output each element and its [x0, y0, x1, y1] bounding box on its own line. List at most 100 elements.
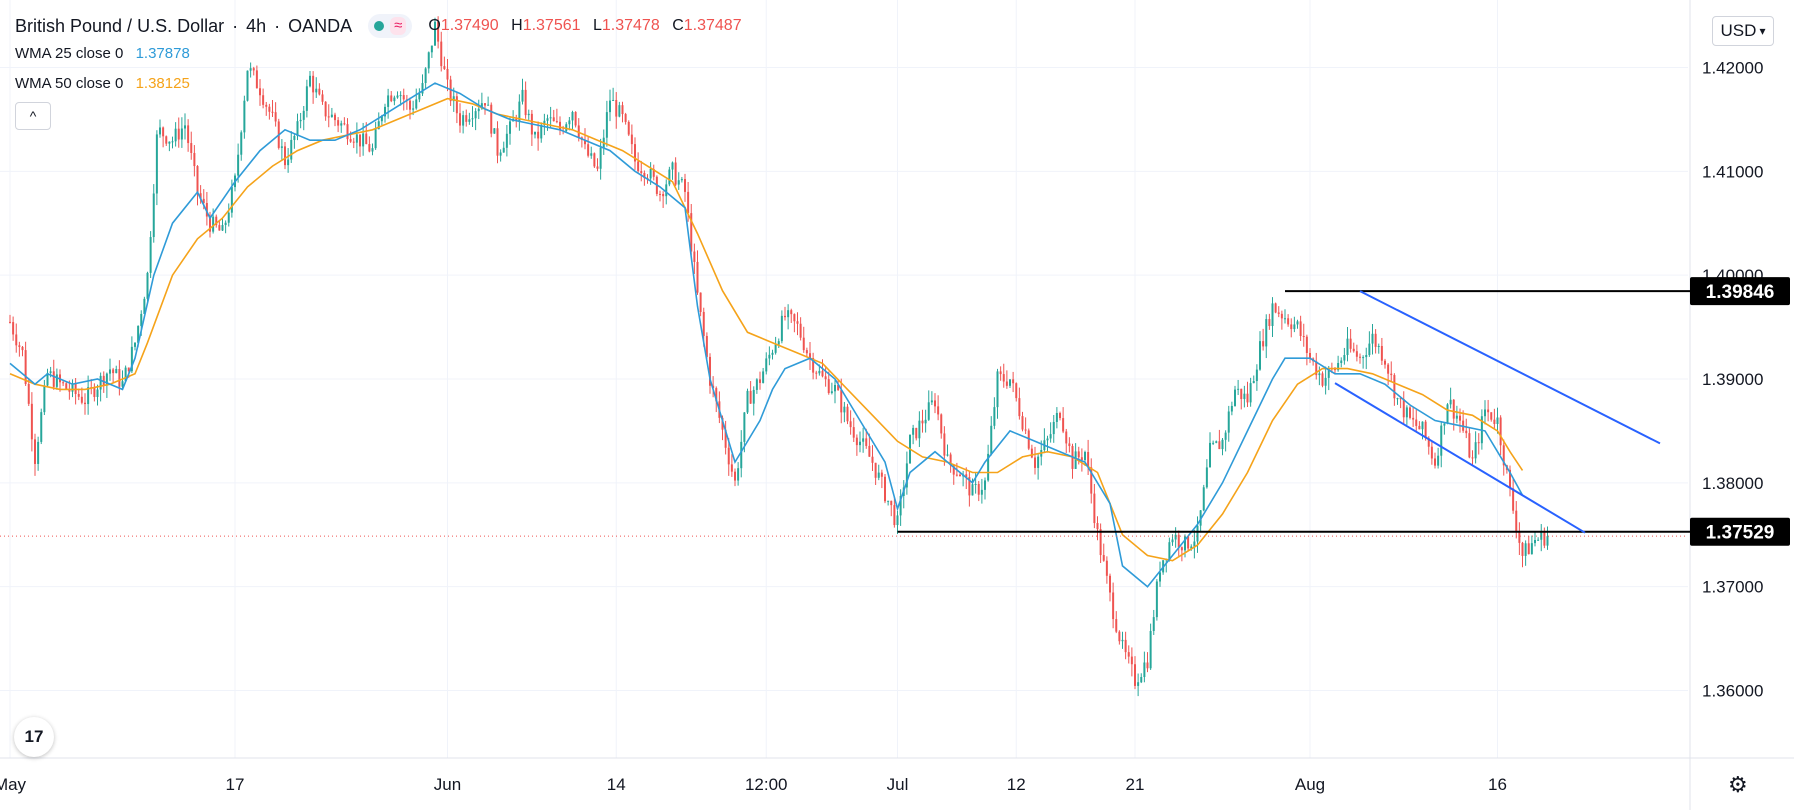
candle-body — [824, 376, 827, 380]
candle-body — [1030, 448, 1033, 458]
candle-body — [702, 311, 705, 336]
candle-body — [99, 375, 102, 390]
candle-body — [555, 121, 558, 123]
indicator-wma50[interactable]: WMA 50 close 0 1.38125 — [15, 75, 190, 92]
candle-body — [755, 379, 758, 390]
candle-body — [65, 383, 68, 390]
candle-body — [912, 427, 915, 435]
candle-body — [293, 135, 296, 140]
candle-body — [977, 483, 980, 495]
candle-body — [209, 216, 211, 232]
resistance-price-label-bg — [1690, 277, 1790, 306]
candle-body — [443, 66, 446, 69]
candle-body — [24, 350, 27, 384]
tradingview-logo-icon[interactable]: 17 — [14, 717, 54, 757]
candle-body — [1405, 407, 1408, 418]
candle-body — [484, 103, 486, 106]
candle-body — [337, 120, 340, 126]
candle-body — [62, 382, 65, 384]
candle-body — [1430, 446, 1433, 459]
candle-body — [1018, 398, 1021, 417]
candle-body — [487, 104, 490, 106]
candle-body — [877, 472, 880, 478]
candle-body — [834, 384, 836, 392]
candle-body — [1262, 341, 1265, 347]
candle-body — [34, 439, 36, 464]
candle-body — [1171, 539, 1174, 543]
candle-body — [1427, 438, 1430, 447]
candle-body — [127, 367, 130, 372]
candle-body — [437, 21, 440, 42]
candle-body — [1499, 417, 1502, 446]
candle-body — [246, 70, 249, 101]
candle-body — [780, 315, 783, 342]
collapse-legend-button[interactable]: ^ — [15, 102, 51, 130]
candle-body — [968, 477, 971, 496]
candle-body — [1005, 381, 1008, 386]
candle-body — [505, 133, 508, 148]
candle-body — [1230, 405, 1233, 412]
currency-selector[interactable]: USD ▾ — [1712, 16, 1774, 46]
candle-body — [1202, 487, 1205, 511]
settings-gear-icon[interactable]: ⚙ — [1728, 772, 1748, 797]
candle-body — [768, 354, 771, 359]
candle-body — [315, 88, 318, 93]
candle-body — [705, 335, 708, 357]
interval-label[interactable]: 4h — [246, 15, 267, 36]
candle-body — [727, 447, 730, 465]
candle-body — [259, 88, 261, 96]
candle-body — [843, 406, 846, 413]
candle-body — [1130, 656, 1133, 665]
candle-body — [146, 272, 149, 299]
candle-body — [1399, 398, 1402, 400]
candle-body — [974, 483, 977, 485]
market-status-pill[interactable]: ≈ — [368, 14, 413, 38]
candle-body — [527, 113, 530, 116]
candle-body — [1052, 421, 1055, 435]
symbol-title[interactable]: British Pound / U.S. Dollar — [15, 15, 225, 36]
candle-body — [152, 193, 155, 238]
candle-body — [396, 95, 399, 98]
candle-body — [1134, 664, 1136, 686]
candle-body — [249, 68, 252, 71]
candle-body — [1418, 425, 1421, 430]
candle-body — [521, 89, 524, 102]
candle-body — [1446, 404, 1449, 424]
candle-body — [1484, 409, 1486, 417]
candle-body — [509, 121, 511, 134]
candle-body — [387, 95, 390, 107]
candle-body — [724, 429, 727, 448]
candle-body — [790, 310, 793, 315]
candle-body — [159, 127, 161, 135]
candle-body — [1196, 525, 1199, 542]
candle-body — [849, 421, 852, 428]
candle-body — [418, 93, 421, 100]
candle-body — [352, 141, 355, 143]
candle-body — [1249, 383, 1252, 403]
candle-body — [390, 95, 393, 102]
candle-body — [265, 104, 268, 107]
time-tick-label: Aug — [1295, 775, 1325, 794]
candle-body — [499, 152, 502, 156]
candle-body — [1180, 547, 1183, 551]
candle-body — [980, 489, 983, 495]
high-key: H — [511, 17, 523, 34]
candle-body — [493, 128, 496, 134]
candle-body — [80, 396, 83, 403]
candle-body — [1193, 541, 1196, 547]
candle-body — [1124, 639, 1127, 653]
candle-body — [30, 403, 33, 440]
candle-body — [196, 166, 199, 194]
candle-body — [1274, 303, 1277, 313]
candle-body — [787, 310, 790, 318]
candle-body — [859, 441, 861, 446]
candle-body — [777, 341, 780, 345]
indicator-wma25[interactable]: WMA 25 close 0 1.37878 — [15, 45, 190, 62]
candle-body — [1362, 357, 1365, 359]
candle-body — [52, 371, 55, 387]
candle-body — [430, 45, 433, 53]
candle-body — [1002, 374, 1005, 382]
candle-body — [18, 345, 21, 347]
candle-body — [1459, 415, 1461, 421]
